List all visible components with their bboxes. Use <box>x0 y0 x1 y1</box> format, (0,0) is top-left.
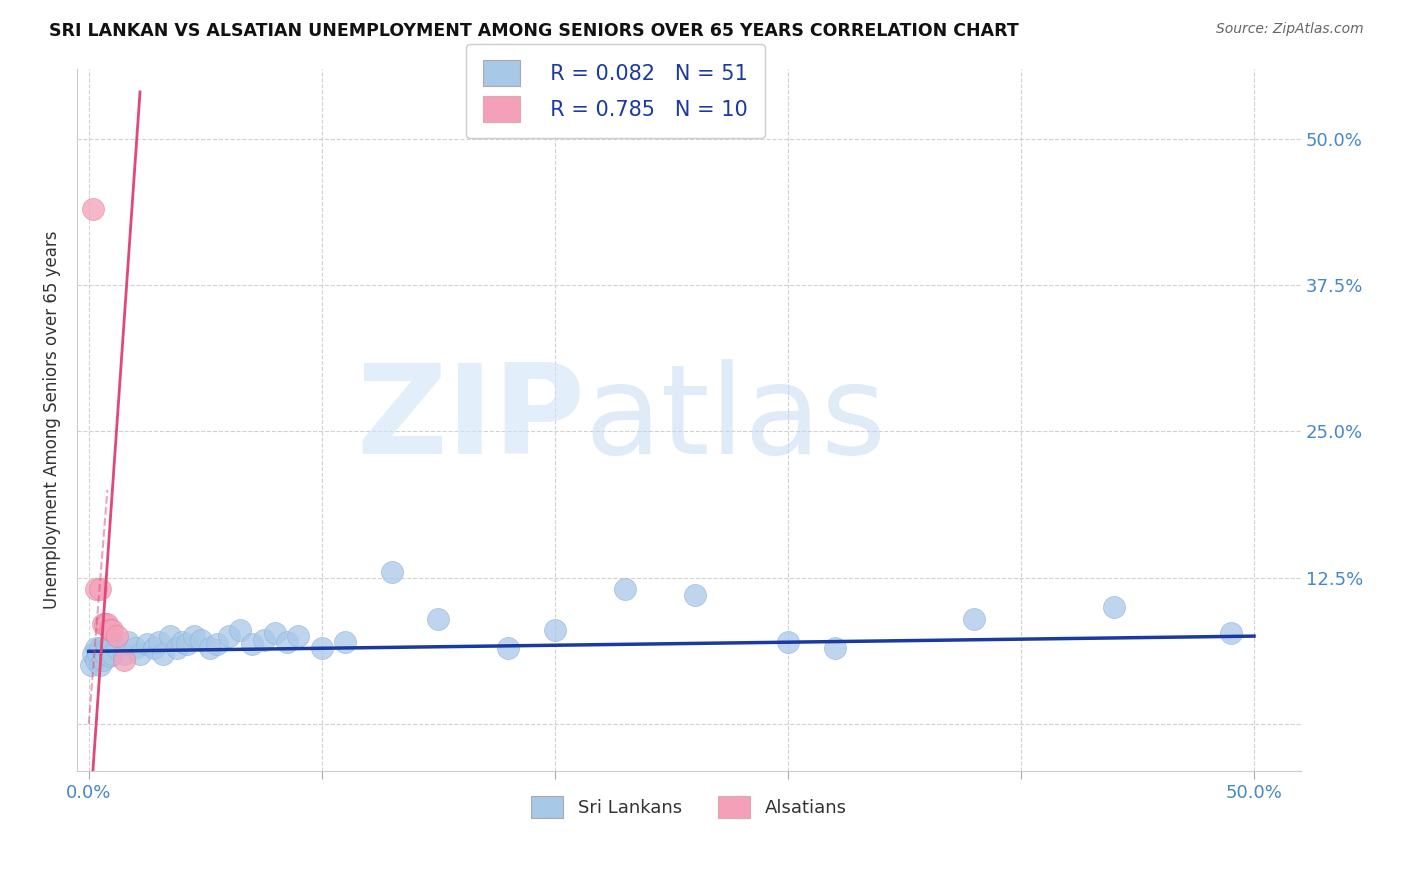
Point <box>276 635 298 649</box>
Point <box>381 565 404 579</box>
Point <box>544 624 567 638</box>
Point <box>80 658 103 673</box>
Point <box>89 658 111 673</box>
Point <box>183 629 205 643</box>
Point <box>613 582 636 597</box>
Point <box>496 640 519 655</box>
Point <box>98 637 121 651</box>
Point <box>170 635 193 649</box>
Point <box>198 640 221 655</box>
Point <box>101 647 124 661</box>
Point <box>98 648 121 663</box>
Point <box>205 637 228 651</box>
Point <box>683 588 706 602</box>
Point <box>148 635 170 649</box>
Point <box>91 617 114 632</box>
Point <box>264 625 287 640</box>
Point <box>129 647 152 661</box>
Point <box>252 632 274 647</box>
Point <box>98 624 121 638</box>
Y-axis label: Unemployment Among Seniors over 65 years: Unemployment Among Seniors over 65 years <box>44 230 60 609</box>
Point <box>101 624 124 638</box>
Point <box>94 647 117 661</box>
Text: atlas: atlas <box>585 359 887 480</box>
Text: Source: ZipAtlas.com: Source: ZipAtlas.com <box>1216 22 1364 37</box>
Point <box>96 640 118 655</box>
Text: ZIP: ZIP <box>356 359 585 480</box>
Point <box>287 629 309 643</box>
Point <box>101 635 124 649</box>
Point <box>105 640 128 655</box>
Point <box>87 647 110 661</box>
Point <box>84 582 107 597</box>
Point <box>112 652 135 666</box>
Point <box>166 640 188 655</box>
Point <box>143 640 166 655</box>
Point <box>1219 625 1241 640</box>
Point <box>218 629 240 643</box>
Point <box>176 637 198 651</box>
Point <box>96 617 118 632</box>
Point <box>963 611 986 625</box>
Point <box>105 629 128 643</box>
Point <box>117 635 139 649</box>
Point <box>427 611 450 625</box>
Point <box>333 635 356 649</box>
Point <box>94 617 117 632</box>
Point <box>124 640 146 655</box>
Point <box>152 647 174 661</box>
Text: SRI LANKAN VS ALSATIAN UNEMPLOYMENT AMONG SENIORS OVER 65 YEARS CORRELATION CHAR: SRI LANKAN VS ALSATIAN UNEMPLOYMENT AMON… <box>49 22 1019 40</box>
Point <box>824 640 846 655</box>
Legend: Sri Lankans, Alsatians: Sri Lankans, Alsatians <box>523 789 855 825</box>
Point <box>776 635 799 649</box>
Point <box>82 202 104 216</box>
Point <box>240 637 263 651</box>
Point <box>89 582 111 597</box>
Point <box>159 629 181 643</box>
Point <box>112 647 135 661</box>
Point <box>1102 599 1125 614</box>
Point <box>84 652 107 666</box>
Point <box>91 652 114 666</box>
Point <box>136 637 159 651</box>
Point <box>82 647 104 661</box>
Point <box>229 624 252 638</box>
Point <box>84 640 107 655</box>
Point <box>190 632 212 647</box>
Point <box>311 640 333 655</box>
Point <box>89 640 111 655</box>
